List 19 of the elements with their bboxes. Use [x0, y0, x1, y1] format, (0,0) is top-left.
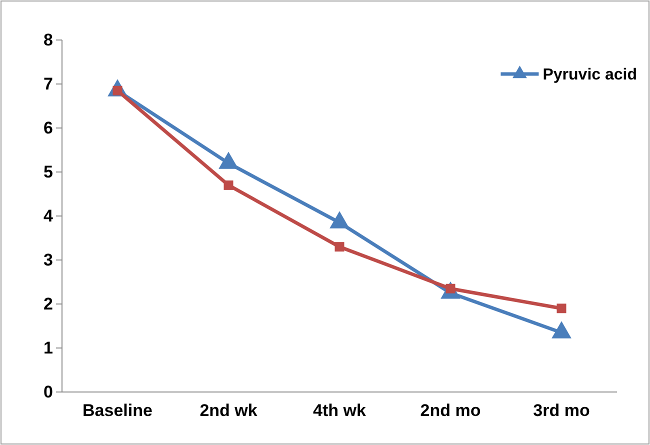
y-tick-label: 0 — [44, 382, 53, 402]
y-tick-label: 6 — [44, 118, 53, 138]
y-tick-label: 2 — [44, 294, 53, 314]
x-tick-label: 3rd mo — [533, 401, 590, 420]
y-tick-label: 3 — [44, 250, 53, 270]
point — [330, 211, 350, 228]
x-tick-label: 2nd wk — [200, 401, 258, 420]
point — [334, 242, 344, 252]
point — [218, 152, 238, 169]
x-tick-label: Baseline — [82, 401, 152, 420]
legend-label: Pyruvic acid — [542, 66, 637, 84]
y-tick-label: 4 — [44, 206, 54, 226]
x-tick-label: 2nd mo — [420, 401, 481, 420]
y-tick-label: 8 — [44, 30, 53, 50]
y-tick-label: 7 — [44, 74, 53, 94]
y-tick-label: 5 — [44, 162, 53, 182]
point — [556, 304, 566, 314]
x-tick-label: 4th wk — [313, 401, 366, 420]
y-tick-label: 1 — [44, 338, 53, 358]
